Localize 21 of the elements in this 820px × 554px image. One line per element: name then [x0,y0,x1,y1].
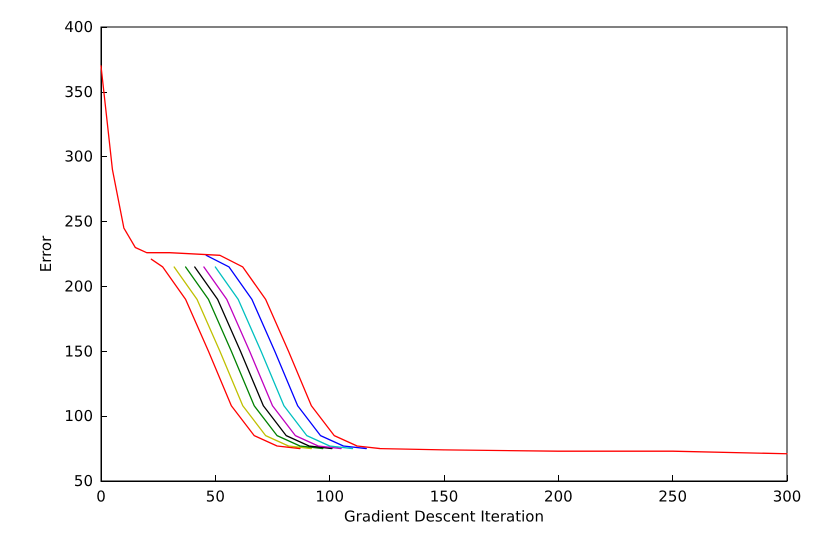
y-tick-label: 250 [64,212,93,231]
y-tick-label: 100 [64,407,93,426]
x-tick-label: 50 [206,488,225,506]
x-tick-label: 250 [658,488,687,506]
y-tick-label: 400 [64,18,93,36]
x-tick-label: 0 [96,488,106,506]
line-series [150,258,301,450]
y-tick-label: 200 [64,277,93,296]
line-series [214,266,354,450]
line-series [100,65,788,454]
line-series [206,254,367,450]
y-axis-title: Error [36,234,55,272]
x-tick-label: 150 [430,488,458,506]
x-tick-label: 300 [772,488,802,506]
x-axis-title: Gradient Descent Iteration [344,508,544,526]
x-tick-label: 100 [315,488,344,506]
y-tick-label: 150 [64,342,93,360]
x-tick-label: 200 [544,488,573,506]
y-tick-label: 50 [74,472,93,490]
y-tick-label: 300 [64,148,93,166]
y-tick-label: 350 [64,82,93,101]
